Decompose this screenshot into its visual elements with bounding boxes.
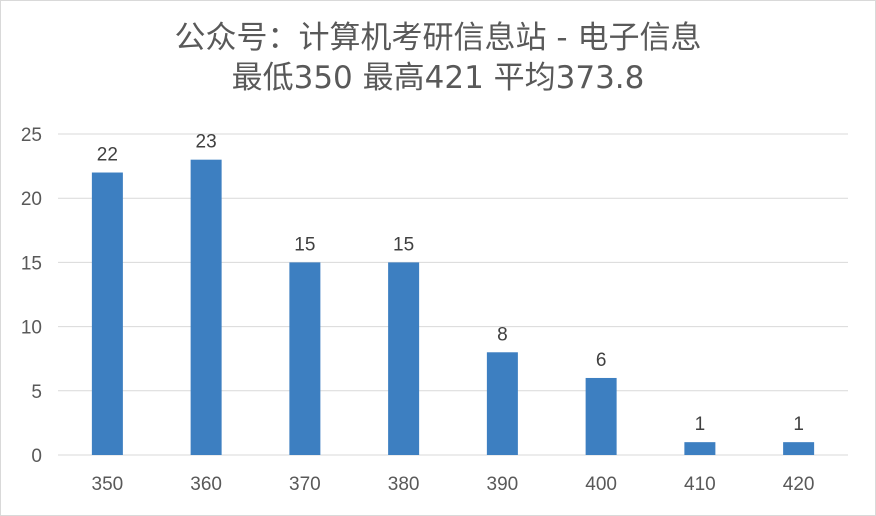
x-tick-label: 400 [585,474,617,495]
data-label: 1 [695,414,706,435]
bar [289,262,321,455]
x-tick-label: 410 [684,474,716,495]
gridlines [58,133,848,456]
y-tick-label: 5 [31,382,42,403]
x-tick-label: 370 [289,474,321,495]
bar [585,377,617,455]
bar [783,442,815,455]
chart-title: 公众号：计算机考研信息站 - 电子信息 [174,20,702,56]
y-axis-ticks: 0 5 10 15 20 25 [21,125,42,467]
data-label: 8 [497,324,508,345]
bar [684,442,716,455]
y-tick-label: 10 [21,318,42,339]
data-labels: 22 23 15 15 8 6 1 1 [97,132,804,435]
y-tick-label: 25 [21,125,42,146]
x-axis-ticks: 350 360 370 380 390 400 410 420 [92,474,815,495]
data-label: 15 [393,234,414,255]
chart-title-block: 公众号：计算机考研信息站 - 电子信息 最低350 最高421 平均373.8 [0,18,876,98]
x-tick-label: 420 [783,474,815,495]
data-label: 6 [596,350,607,371]
y-tick-label: 0 [31,446,42,467]
x-tick-label: 390 [487,474,519,495]
chart-subtitle: 最低350 最高421 平均373.8 [231,60,645,96]
x-tick-label: 350 [92,474,124,495]
bar [91,172,123,455]
data-label: 1 [793,414,804,435]
bar [388,262,420,455]
y-tick-label: 20 [21,189,42,210]
data-label: 15 [294,234,315,255]
x-tick-label: 380 [388,474,420,495]
bar [486,352,518,455]
y-tick-label: 15 [21,253,42,274]
data-label: 22 [97,145,118,166]
data-label: 23 [196,132,217,153]
bar [190,159,222,455]
bars [91,159,815,455]
x-tick-label: 360 [190,474,222,495]
